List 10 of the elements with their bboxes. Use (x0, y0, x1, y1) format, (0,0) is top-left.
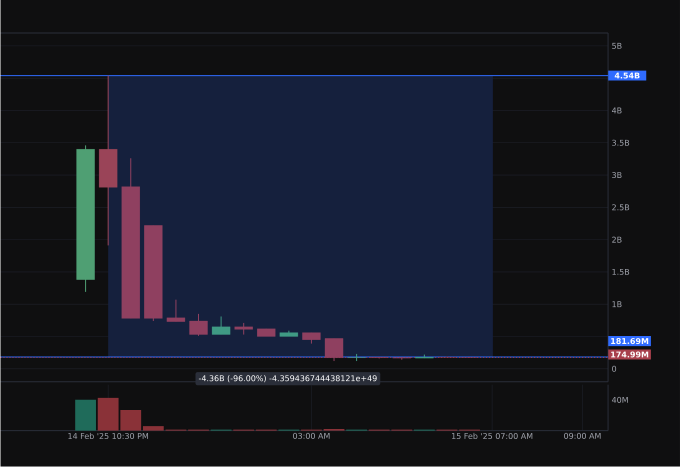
bar (75, 400, 96, 431)
candlestick (324, 338, 344, 362)
candlestick (212, 316, 230, 336)
bar (120, 410, 142, 431)
bar (98, 398, 119, 431)
candlestick (234, 322, 253, 336)
candlestick (302, 332, 321, 344)
candlestick (189, 314, 208, 337)
candlestick (166, 299, 186, 322)
bar (142, 426, 164, 431)
